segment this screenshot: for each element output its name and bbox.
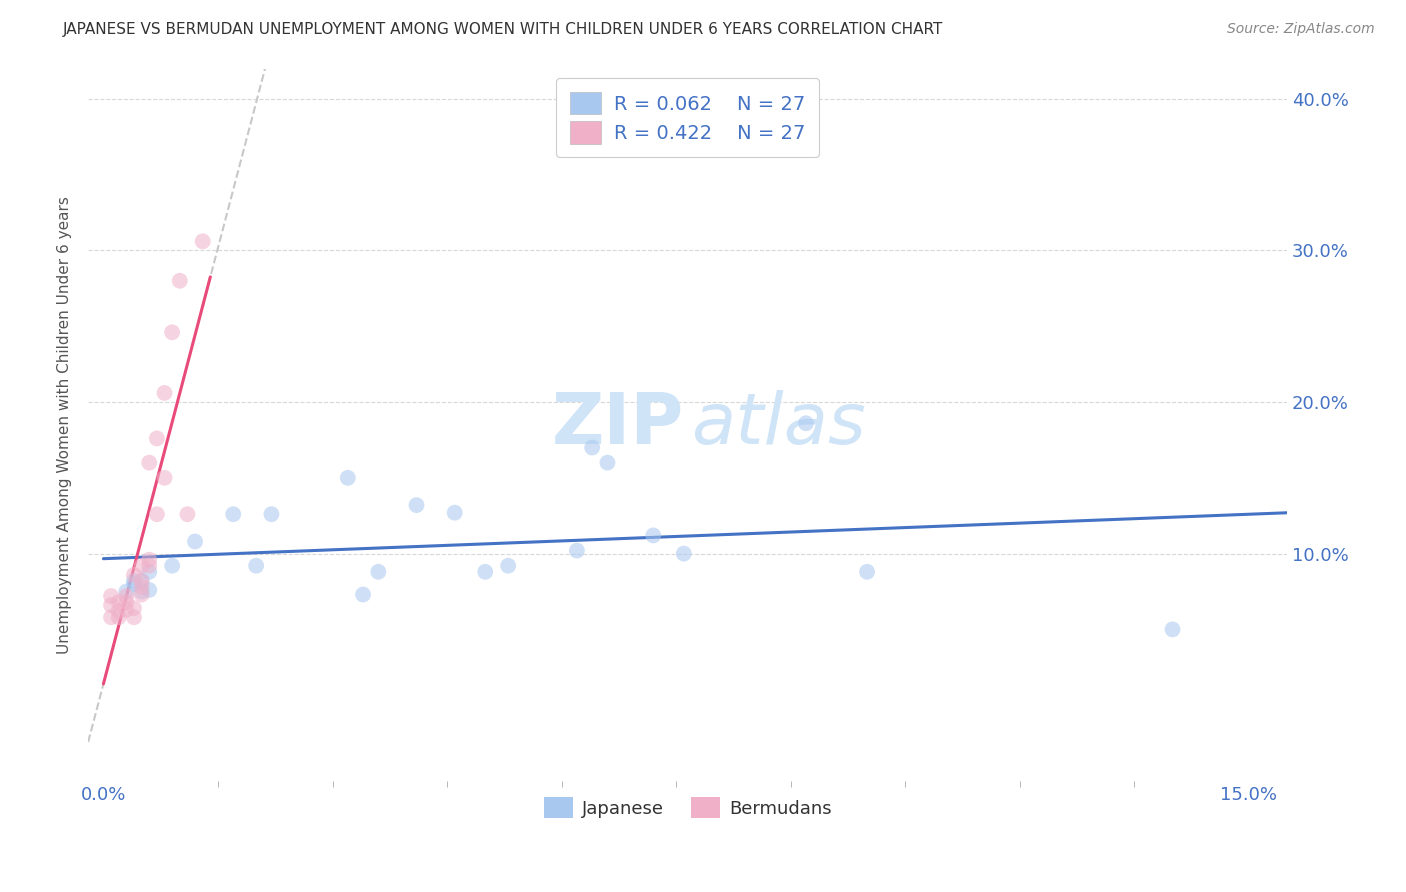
Point [131, 574, 153, 588]
Text: JAPANESE VS BERMUDAN UNEMPLOYMENT AMONG WOMEN WITH CHILDREN UNDER 6 YEARS CORREL: JAPANESE VS BERMUDAN UNEMPLOYMENT AMONG … [63, 22, 943, 37]
Point [122, 601, 145, 615]
Point [146, 431, 169, 445]
Point [115, 595, 138, 609]
Point [107, 595, 129, 609]
Point [160, 326, 183, 340]
Point [115, 584, 138, 599]
Point [153, 471, 176, 485]
Point [581, 441, 603, 455]
Point [115, 603, 138, 617]
Point [131, 558, 153, 573]
Point [138, 582, 160, 597]
Point [191, 235, 214, 249]
Point [115, 589, 138, 603]
Point [122, 610, 145, 624]
Legend: Japanese, Bermudans: Japanese, Bermudans [537, 790, 838, 825]
Point [122, 567, 145, 582]
Point [131, 584, 153, 599]
Point [138, 456, 160, 470]
Point [405, 498, 427, 512]
Point [169, 274, 191, 288]
Point [222, 507, 245, 521]
Point [794, 416, 817, 430]
Point [153, 385, 176, 400]
Point [107, 604, 129, 618]
Point [138, 558, 160, 573]
Point [100, 598, 122, 612]
Point [643, 528, 665, 542]
Point [856, 565, 879, 579]
Text: ZIP: ZIP [551, 391, 685, 459]
Point [160, 558, 183, 573]
Point [100, 589, 122, 603]
Point [100, 610, 122, 624]
Point [1161, 623, 1184, 637]
Point [122, 577, 145, 591]
Point [146, 507, 169, 521]
Point [260, 507, 283, 521]
Text: atlas: atlas [692, 391, 866, 459]
Point [138, 552, 160, 566]
Point [122, 574, 145, 588]
Point [336, 471, 359, 485]
Point [176, 507, 198, 521]
Point [131, 588, 153, 602]
Point [131, 580, 153, 594]
Point [131, 574, 153, 588]
Point [474, 565, 496, 579]
Point [138, 565, 160, 579]
Point [245, 558, 267, 573]
Text: Source: ZipAtlas.com: Source: ZipAtlas.com [1227, 22, 1375, 37]
Point [367, 565, 389, 579]
Y-axis label: Unemployment Among Women with Children Under 6 years: Unemployment Among Women with Children U… [58, 196, 72, 654]
Point [352, 588, 374, 602]
Point [565, 543, 588, 558]
Point [184, 534, 207, 549]
Point [596, 456, 619, 470]
Point [496, 558, 519, 573]
Point [107, 610, 129, 624]
Point [443, 506, 465, 520]
Point [672, 547, 695, 561]
